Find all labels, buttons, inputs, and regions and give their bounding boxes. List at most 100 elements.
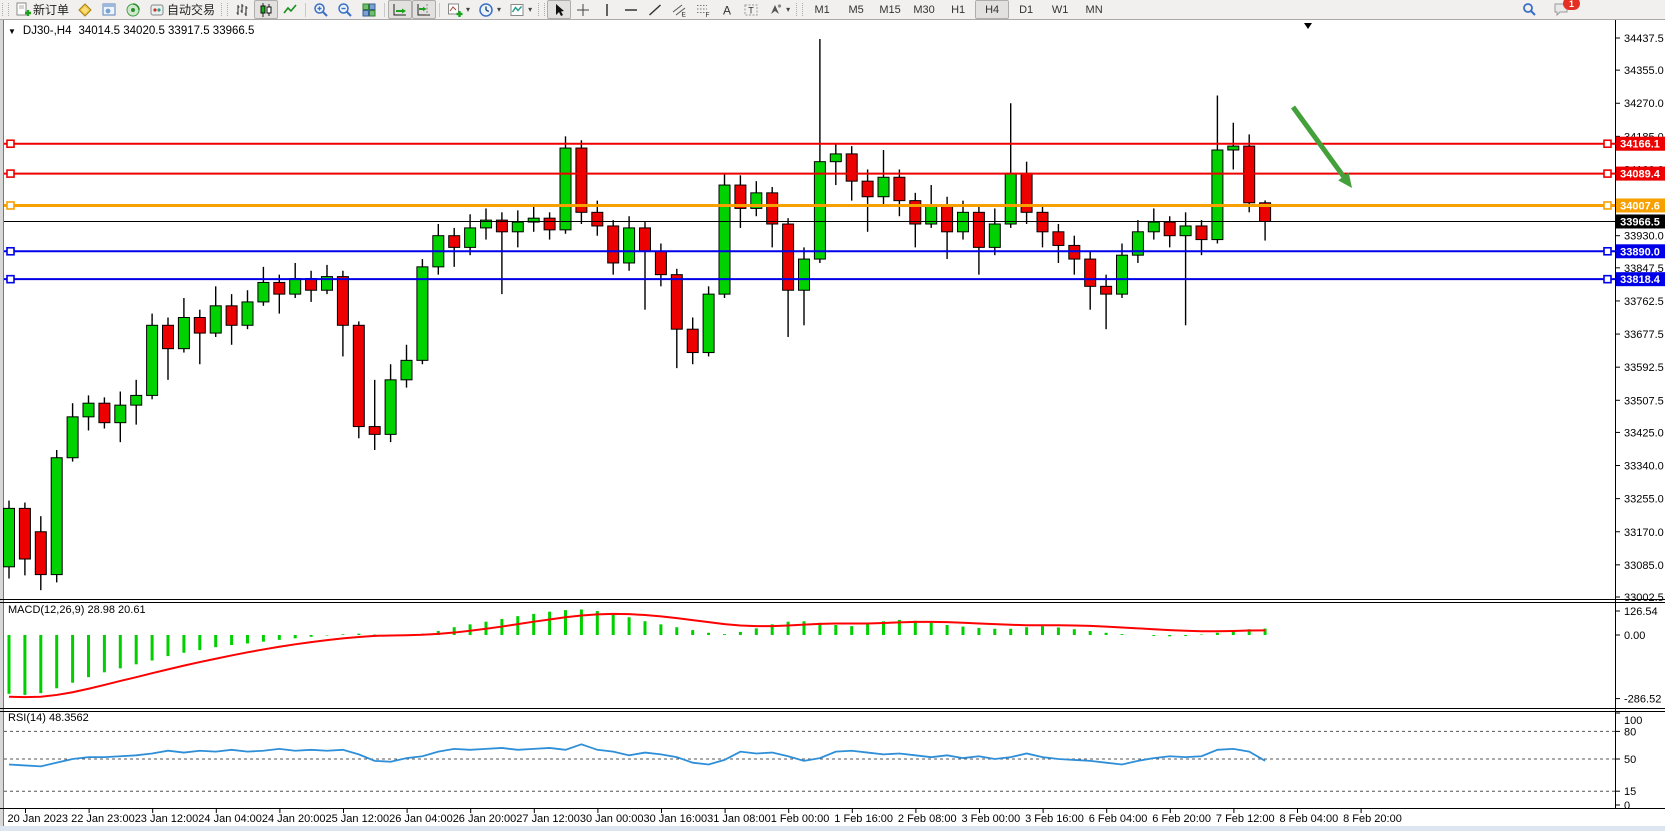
chevron-down-icon[interactable]: ▾ xyxy=(497,5,502,14)
navigator-button[interactable] xyxy=(121,0,145,19)
line-handle[interactable] xyxy=(6,139,15,149)
time-label[interactable]: 22 Jan 23:00 xyxy=(71,813,135,825)
chevron-down-icon[interactable]: ▾ xyxy=(528,5,533,14)
vertical-line-button[interactable] xyxy=(595,0,619,19)
templates-button[interactable]: ▾ xyxy=(505,0,536,19)
candle-body xyxy=(448,235,461,248)
line-handle[interactable] xyxy=(1603,201,1612,210)
timeframe-d1-button[interactable]: D1 xyxy=(1019,3,1034,16)
chart-line-button[interactable] xyxy=(278,0,302,19)
new-order-button[interactable]: 新订单 xyxy=(11,0,73,19)
indicators-add-button[interactable]: ▾ xyxy=(443,0,474,19)
line-handle[interactable] xyxy=(6,274,15,284)
chart-candles-button[interactable] xyxy=(254,0,279,19)
text-button[interactable]: A xyxy=(715,0,739,19)
timeframe-h4-button[interactable]: H4 xyxy=(975,0,1010,19)
time-label[interactable]: 20 Jan 2023 xyxy=(8,813,69,825)
price-tag xyxy=(1616,272,1665,287)
candle-body xyxy=(766,192,779,225)
line-handle[interactable] xyxy=(6,169,15,178)
periods-clock-button[interactable]: ▾ xyxy=(474,0,505,19)
line-handle[interactable] xyxy=(1603,139,1612,149)
chart-line-icon xyxy=(282,2,298,18)
timeframe-m30-button[interactable]: M30 xyxy=(913,3,935,16)
candle-body xyxy=(162,324,174,350)
crosshair-button[interactable] xyxy=(571,0,595,19)
chevron-down-icon[interactable]: ▾ xyxy=(466,5,471,14)
time-label[interactable]: 24 Jan 04:00 xyxy=(198,813,262,825)
arrows-button[interactable]: ▾ xyxy=(763,0,794,19)
candle-body xyxy=(654,250,667,276)
zoom-in-icon xyxy=(313,2,329,18)
search-button[interactable] xyxy=(1518,0,1541,19)
time-label[interactable]: 6 Feb 20:00 xyxy=(1152,813,1211,825)
time-label[interactable]: 1 Feb 00:00 xyxy=(771,813,830,825)
time-label[interactable]: 2 Feb 08:00 xyxy=(898,813,957,825)
time-label[interactable]: 3 Feb 00:00 xyxy=(962,813,1021,825)
horizontal-line-button[interactable] xyxy=(619,0,643,19)
timeframe-w1-button[interactable]: W1 xyxy=(1051,3,1069,16)
annotation-arrow[interactable] xyxy=(1290,105,1346,179)
zoom-out-button[interactable] xyxy=(333,0,357,19)
chart-shift-button[interactable] xyxy=(412,0,437,19)
toolbar-groups: 新订单 自动交易 ▾ ▾ ▾ E F A T ▾ xyxy=(0,0,794,19)
time-label[interactable]: 24 Jan 20:00 xyxy=(262,813,326,825)
timeframe-mn-button[interactable]: MN xyxy=(1085,3,1103,16)
candle-body xyxy=(273,281,286,295)
candle-body xyxy=(527,217,540,223)
chart-canvas[interactable]: 34437.534355.034270.034185.034100.034015… xyxy=(0,19,1665,831)
time-label[interactable]: 30 Jan 16:00 xyxy=(644,813,708,825)
time-label[interactable]: 26 Jan 04:00 xyxy=(389,813,453,825)
collapse-triangle-icon[interactable]: ▼ xyxy=(8,26,16,36)
price-tick-label: 33592.5 xyxy=(1624,362,1664,374)
time-label[interactable]: 27 Jan 12:00 xyxy=(516,813,580,825)
line-handle[interactable] xyxy=(6,246,15,256)
time-label[interactable]: 31 Jan 08:00 xyxy=(707,813,771,825)
time-label[interactable]: 7 Feb 12:00 xyxy=(1216,813,1275,825)
trend-line-icon xyxy=(647,2,663,18)
notifications-button[interactable]: 1 xyxy=(1549,0,1580,19)
chart-symbol-period: DJ30-,H4 xyxy=(22,25,72,37)
fibonacci-button[interactable]: F xyxy=(691,0,715,19)
timeframe-m15-button[interactable]: M15 xyxy=(879,3,901,16)
candle-body xyxy=(1116,254,1128,295)
data-window-button[interactable] xyxy=(97,0,121,19)
text-label-button[interactable]: T xyxy=(739,0,763,19)
chart-bars-button[interactable] xyxy=(230,0,254,19)
candle-body xyxy=(34,531,47,576)
time-label[interactable]: 26 Jan 20:00 xyxy=(453,813,517,825)
market-watch-button[interactable] xyxy=(73,0,97,19)
chart-shift-marker[interactable] xyxy=(1304,23,1312,29)
time-label[interactable]: 1 Feb 16:00 xyxy=(834,813,893,825)
chevron-down-icon[interactable]: ▾ xyxy=(786,5,791,14)
line-handle[interactable] xyxy=(6,201,15,210)
tile-windows-button[interactable] xyxy=(357,0,381,19)
candle-body xyxy=(1052,231,1065,246)
price-tick-label: 34270.0 xyxy=(1624,98,1664,110)
trend-line-button[interactable] xyxy=(643,0,667,19)
line-handle[interactable] xyxy=(1603,169,1612,178)
time-label[interactable]: 8 Feb 04:00 xyxy=(1280,813,1339,825)
equidistant-channel-button[interactable]: E xyxy=(667,0,691,19)
cursor-button[interactable] xyxy=(547,0,572,19)
time-label[interactable]: 8 Feb 20:00 xyxy=(1343,813,1402,825)
svg-text:T: T xyxy=(748,5,754,15)
price-tag-value: 34089.4 xyxy=(1620,169,1661,181)
time-label[interactable]: 6 Feb 04:00 xyxy=(1089,813,1148,825)
autotrade-button[interactable]: 自动交易 xyxy=(145,0,219,19)
annotation-arrow-head[interactable] xyxy=(1338,172,1352,188)
candle-body xyxy=(607,225,620,264)
zoom-in-button[interactable] xyxy=(309,0,333,19)
timeframe-m5-button[interactable]: M5 xyxy=(848,3,864,16)
time-label[interactable]: 3 Feb 16:00 xyxy=(1025,813,1084,825)
price-tag-value: 34007.6 xyxy=(1620,200,1660,212)
timeframe-h1-button[interactable]: H1 xyxy=(951,3,966,16)
fibonacci-icon: F xyxy=(695,2,711,18)
line-handle[interactable] xyxy=(1603,274,1612,284)
timeframe-m1-button[interactable]: M1 xyxy=(814,3,830,16)
auto-scroll-button[interactable] xyxy=(388,0,413,19)
time-label[interactable]: 30 Jan 00:00 xyxy=(580,813,644,825)
time-label[interactable]: 25 Jan 12:00 xyxy=(326,813,390,825)
line-handle[interactable] xyxy=(1603,246,1612,256)
time-label[interactable]: 23 Jan 12:00 xyxy=(135,813,199,825)
